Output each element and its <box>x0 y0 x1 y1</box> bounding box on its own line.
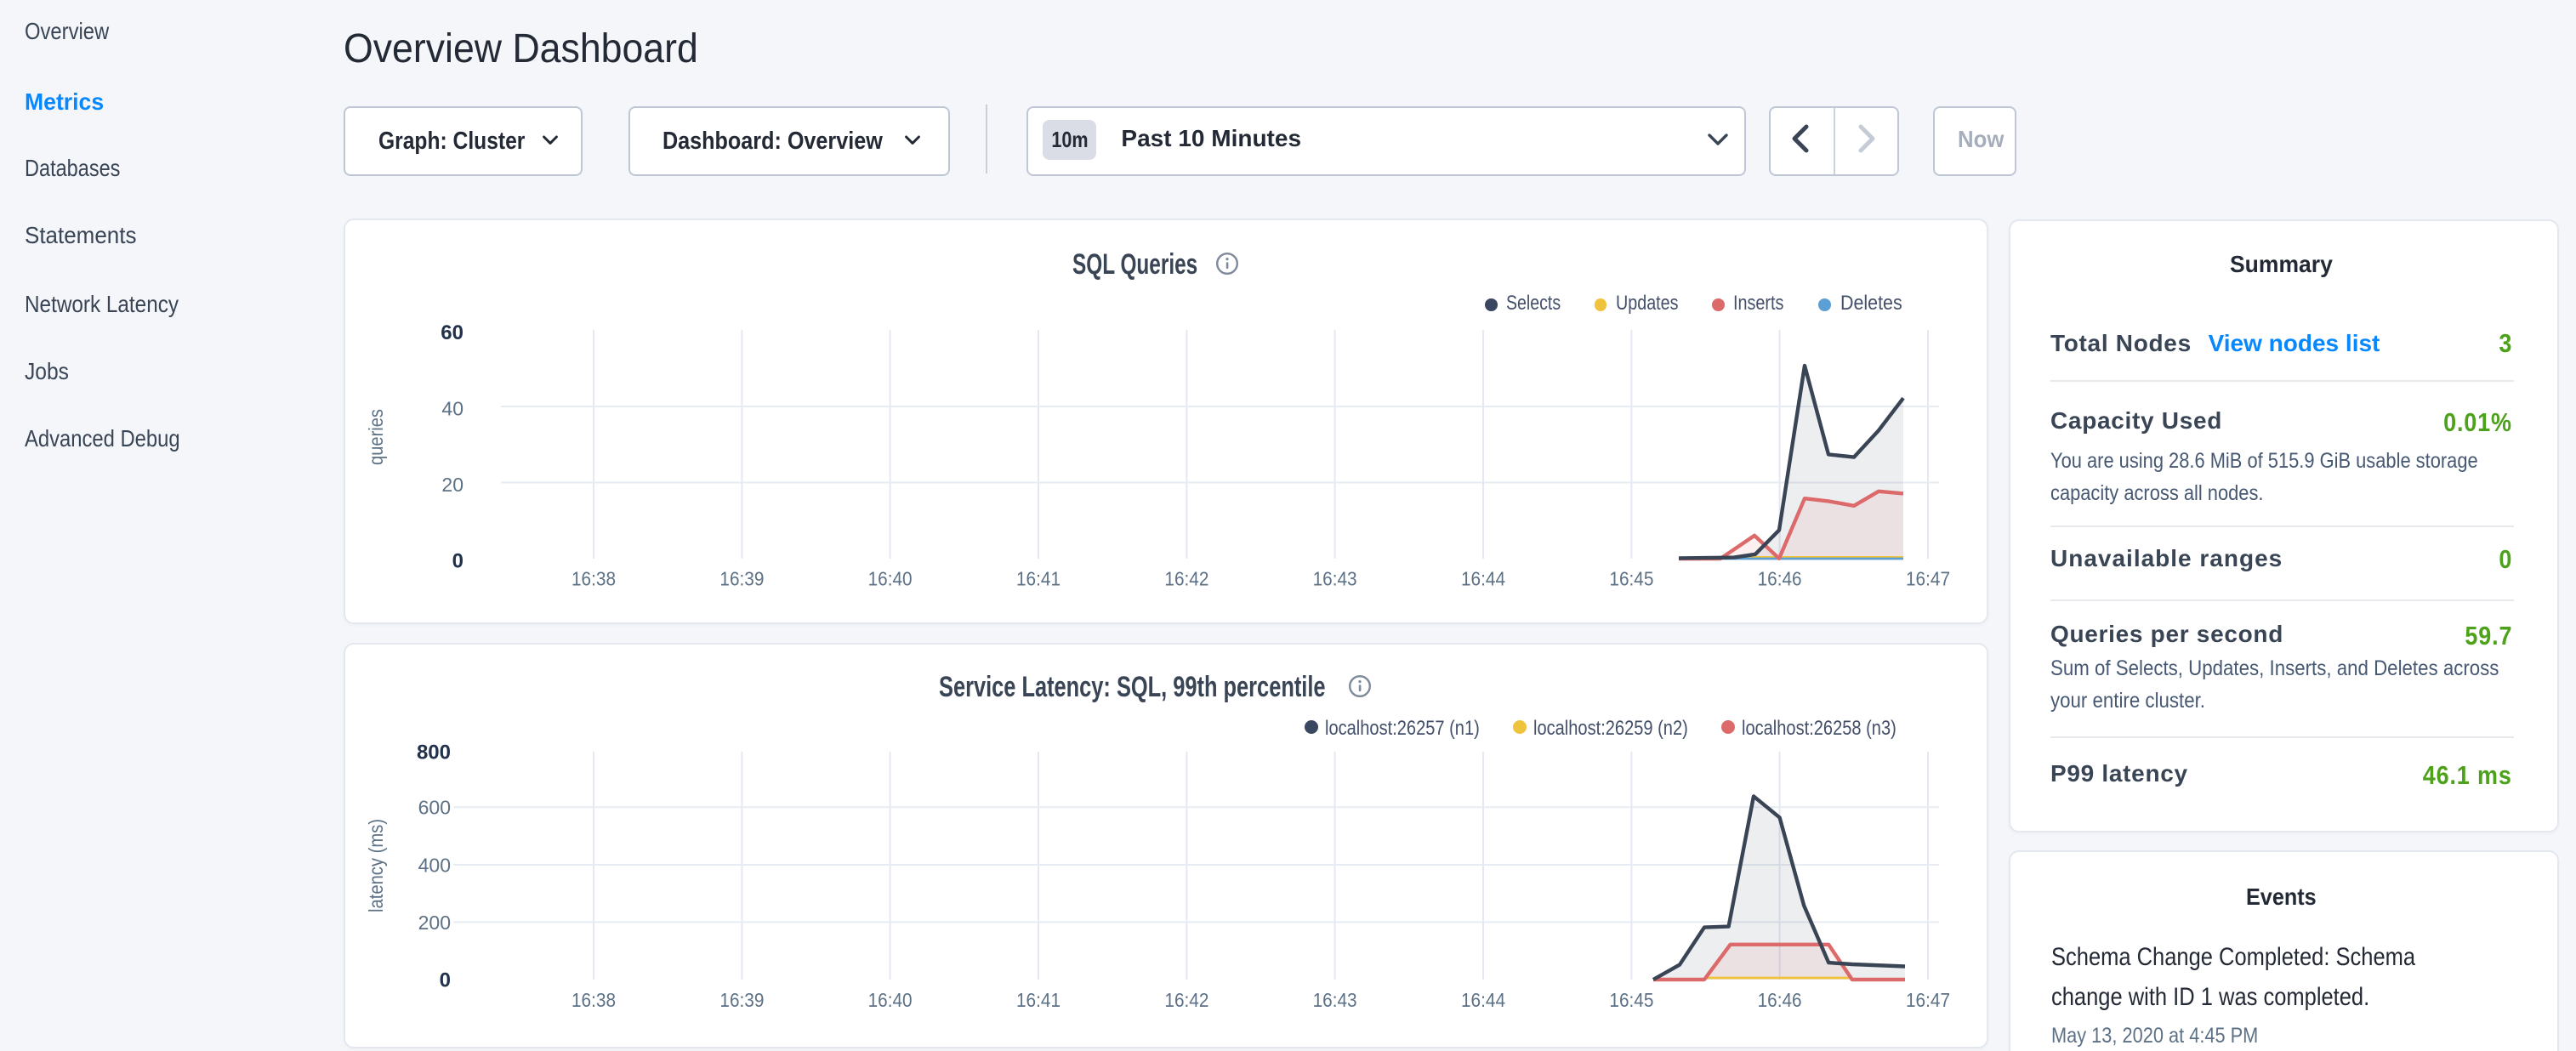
svg-text:latency (ms): latency (ms) <box>365 819 387 912</box>
svg-text:600: 600 <box>418 797 451 819</box>
svg-text:16:47: 16:47 <box>1906 989 1950 1011</box>
svg-text:400: 400 <box>418 854 451 876</box>
svg-text:16:39: 16:39 <box>719 567 764 589</box>
svg-text:16:39: 16:39 <box>719 989 764 1011</box>
svg-text:16:42: 16:42 <box>1164 567 1208 589</box>
svg-text:16:38: 16:38 <box>571 989 616 1011</box>
svg-text:16:38: 16:38 <box>571 567 616 589</box>
svg-text:16:44: 16:44 <box>1461 989 1505 1011</box>
svg-text:40: 40 <box>441 397 463 419</box>
svg-text:20: 20 <box>441 474 463 496</box>
svg-text:16:40: 16:40 <box>868 989 913 1011</box>
svg-text:16:41: 16:41 <box>1016 567 1061 589</box>
svg-text:16:40: 16:40 <box>868 567 913 589</box>
svg-text:16:47: 16:47 <box>1906 567 1950 589</box>
svg-text:16:45: 16:45 <box>1609 989 1653 1011</box>
svg-text:60: 60 <box>441 321 463 344</box>
svg-text:16:46: 16:46 <box>1758 989 1802 1011</box>
svg-text:queries: queries <box>365 409 387 465</box>
svg-text:200: 200 <box>418 912 451 934</box>
svg-text:16:45: 16:45 <box>1609 567 1653 589</box>
svg-text:16:44: 16:44 <box>1461 567 1505 589</box>
svg-text:0: 0 <box>440 969 451 991</box>
svg-text:16:46: 16:46 <box>1758 567 1802 589</box>
svg-text:16:43: 16:43 <box>1313 567 1357 589</box>
svg-text:0: 0 <box>452 549 463 572</box>
svg-text:800: 800 <box>417 741 451 764</box>
svg-text:16:42: 16:42 <box>1164 989 1208 1011</box>
svg-text:16:41: 16:41 <box>1016 989 1061 1011</box>
svg-text:16:43: 16:43 <box>1313 989 1357 1011</box>
